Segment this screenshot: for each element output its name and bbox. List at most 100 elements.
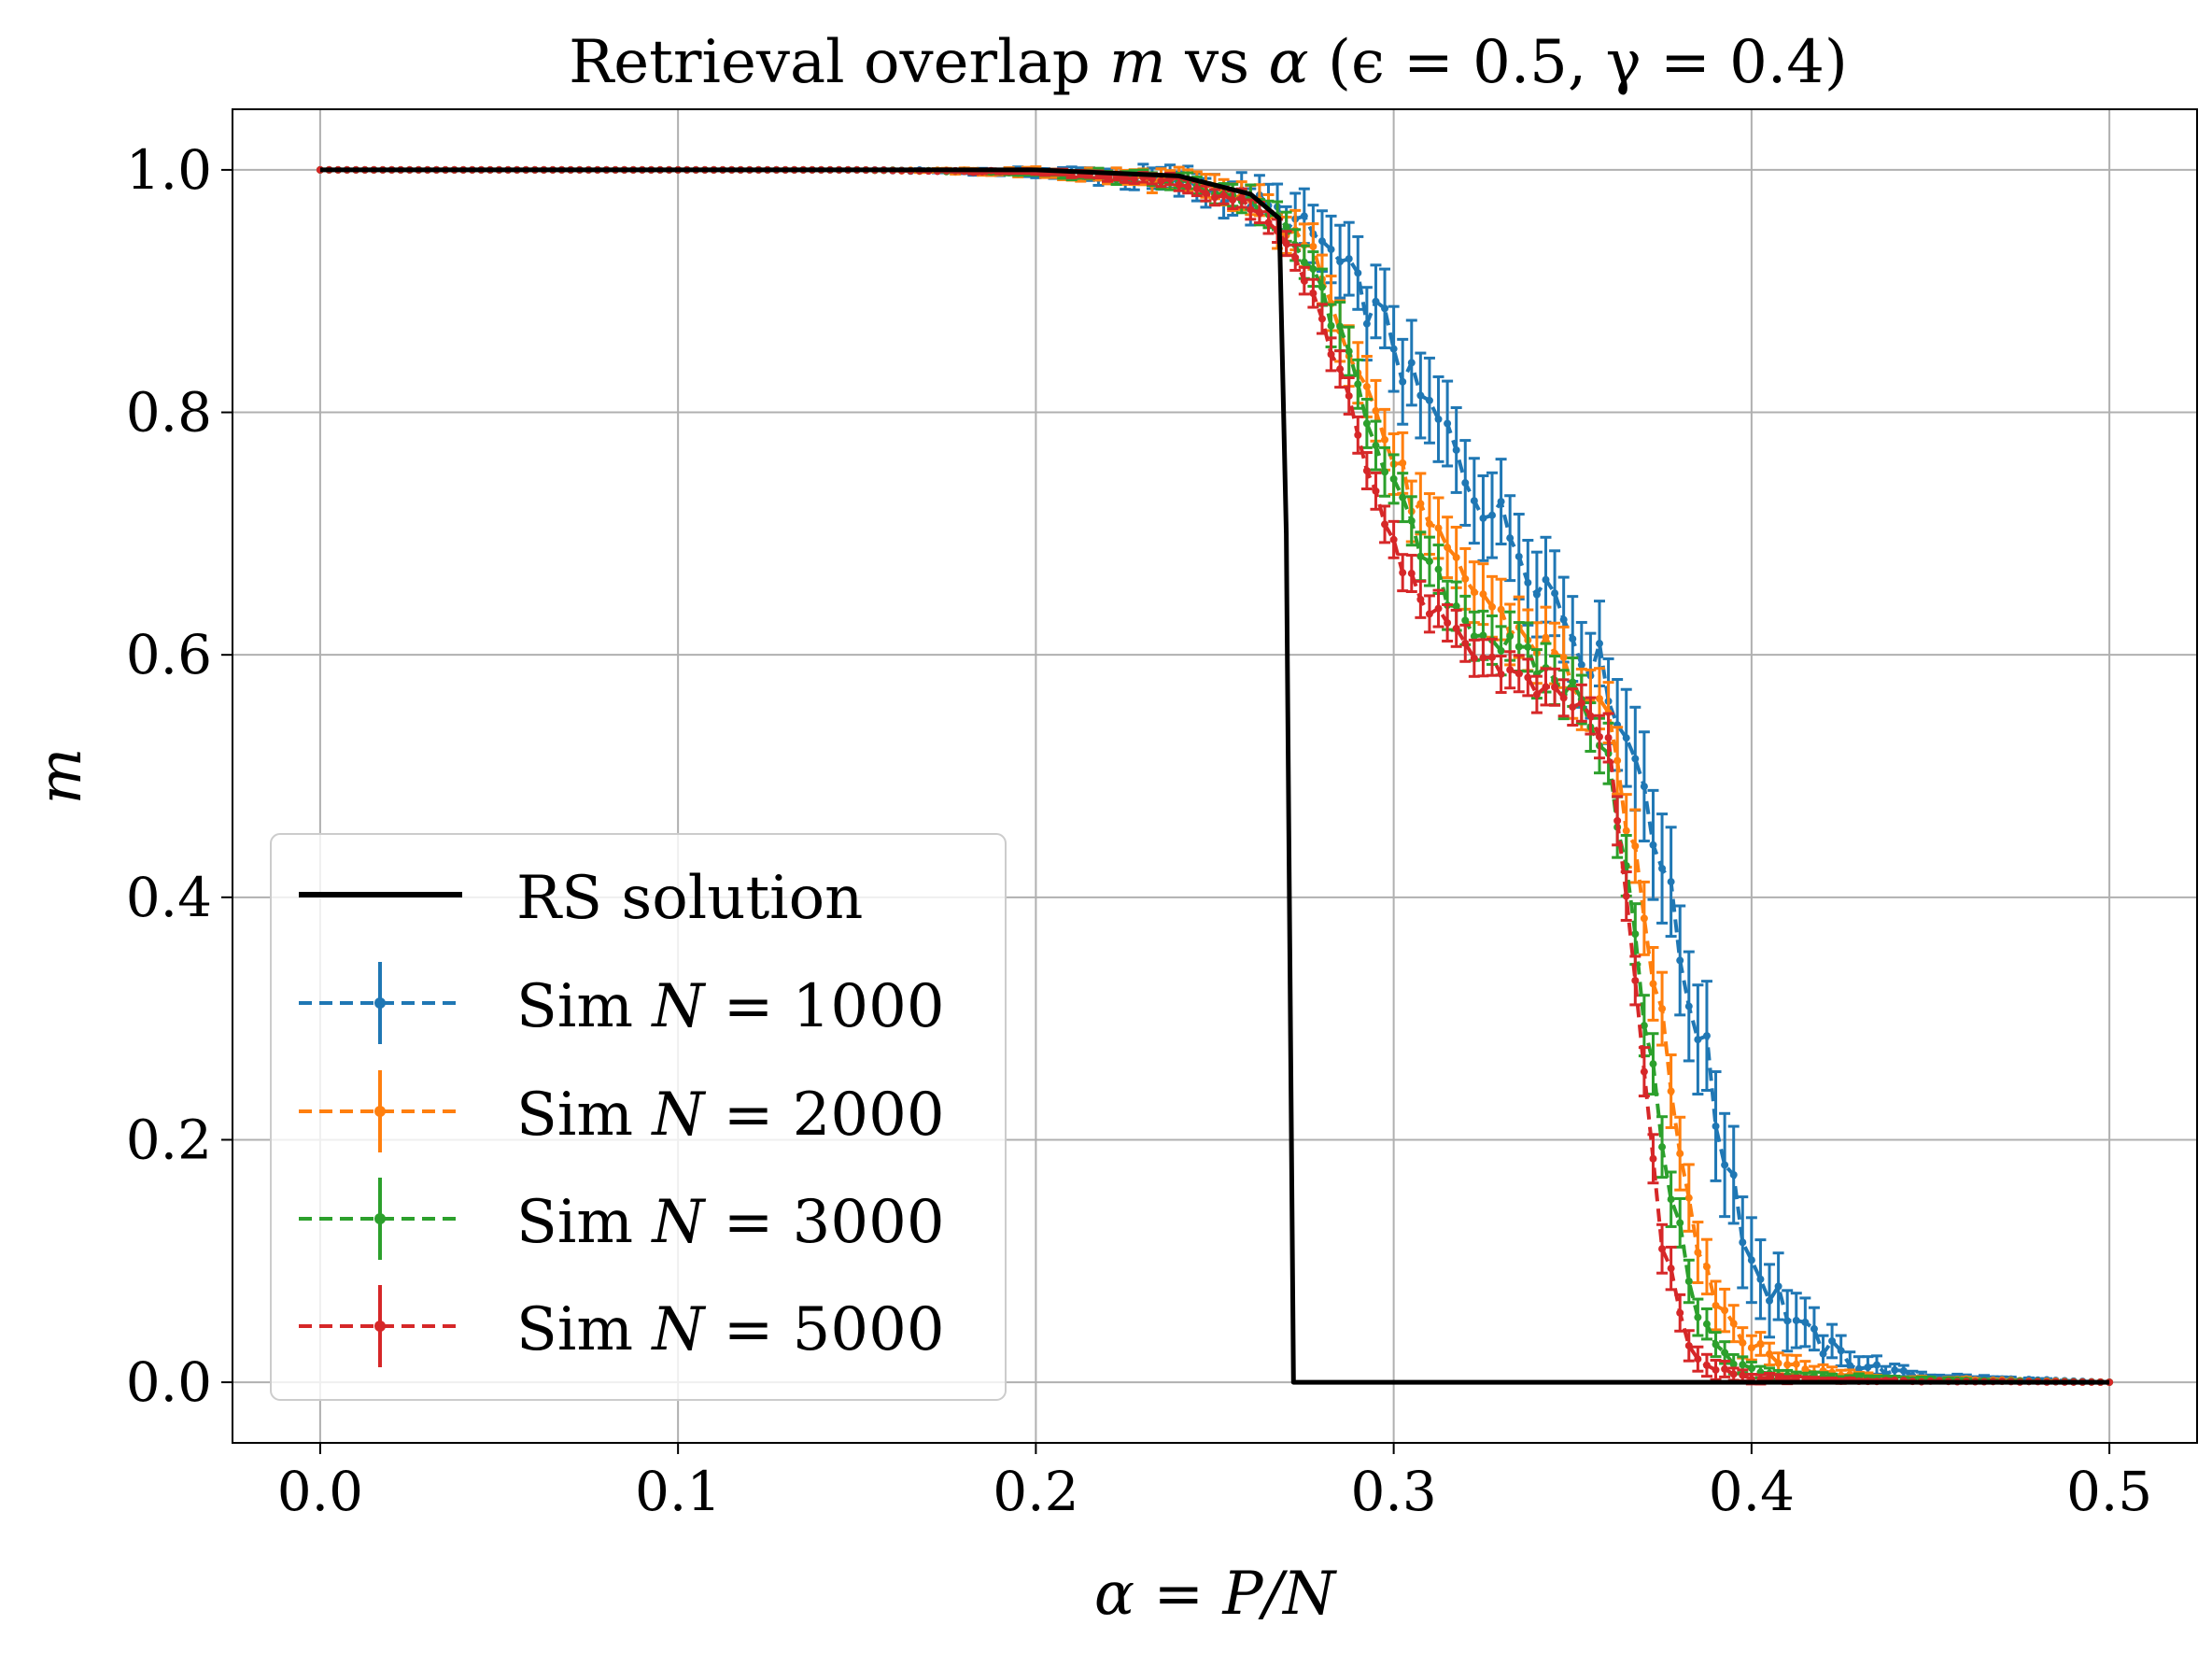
- data-point: [1175, 180, 1183, 189]
- data-point: [1729, 1360, 1738, 1368]
- data-point: [1479, 631, 1487, 640]
- ticks: 0.0 0.1 0.2 0.3 0.4 0.5 0.0 0.2 0.4 0.6 0.8 1.0: [126, 138, 2152, 1523]
- x-tick-label: 0.1: [635, 1460, 721, 1523]
- data-point: [1219, 191, 1228, 200]
- data-point: [1658, 865, 1667, 873]
- data-point: [1819, 1349, 1827, 1358]
- legend-marker-n3000: [374, 1213, 386, 1224]
- data-point: [1702, 1032, 1711, 1040]
- data-point: [1837, 1347, 1845, 1355]
- data-point: [1756, 1339, 1765, 1348]
- data-point: [1470, 497, 1478, 505]
- data-point: [1586, 712, 1595, 720]
- data-point: [1345, 391, 1353, 400]
- data-point: [1399, 569, 1407, 577]
- data-point: [1515, 670, 1523, 678]
- data-point: [1130, 175, 1138, 183]
- data-point: [1756, 1275, 1765, 1283]
- data-point: [1399, 493, 1407, 502]
- data-point: [1747, 1256, 1755, 1264]
- x-tick-label: 0.0: [277, 1460, 363, 1523]
- data-point: [1237, 194, 1246, 203]
- data-point: [1434, 415, 1443, 423]
- data-point: [1783, 1361, 1792, 1369]
- data-point: [1282, 222, 1290, 231]
- data-point: [1497, 646, 1505, 655]
- data-point: [1729, 1170, 1738, 1179]
- data-point: [1497, 670, 1505, 678]
- data-point: [1640, 1022, 1648, 1030]
- legend: RS solution Sim N = 1000 Sim N = 2000 Si…: [270, 833, 1007, 1401]
- data-point: [1497, 605, 1505, 614]
- data-point: [1434, 604, 1443, 613]
- data-point: [1551, 589, 1559, 598]
- data-point: [1864, 1363, 1872, 1372]
- data-point: [1425, 610, 1433, 618]
- data-point: [1810, 1324, 1818, 1333]
- data-point: [1631, 976, 1640, 984]
- data-point: [1192, 185, 1201, 193]
- data-point: [1747, 1344, 1755, 1352]
- data-point: [1470, 632, 1478, 641]
- data-point: [1461, 574, 1470, 583]
- data-point: [1613, 816, 1622, 825]
- data-point: [1684, 1341, 1693, 1349]
- data-point: [1631, 841, 1640, 850]
- data-point: [1345, 347, 1353, 356]
- data-point: [1416, 552, 1425, 560]
- data-point: [1559, 694, 1568, 702]
- data-point: [1354, 431, 1362, 439]
- data-point: [1255, 208, 1263, 217]
- data-point: [1721, 1307, 1729, 1315]
- y-axis-label: m: [26, 748, 95, 805]
- data-point: [1524, 643, 1532, 651]
- data-point: [1559, 615, 1568, 624]
- data-point: [1282, 239, 1290, 247]
- data-point: [1569, 635, 1577, 643]
- data-point: [1694, 1036, 1702, 1044]
- data-point: [1667, 878, 1675, 886]
- y-tick-label: 0.4: [126, 866, 212, 929]
- data-point: [1354, 380, 1362, 389]
- legend-entry-n1000: Sim N = 1000: [299, 962, 945, 1044]
- legend-label-n1000: Sim N = 1000: [516, 972, 945, 1041]
- y-tick-label: 0.2: [126, 1108, 212, 1171]
- data-point: [1801, 1365, 1810, 1374]
- legend-box: [270, 833, 1007, 1401]
- data-point: [1631, 755, 1640, 763]
- data-point: [1461, 639, 1470, 647]
- data-point: [1721, 1161, 1729, 1169]
- y-tick-label: 0.6: [126, 623, 212, 686]
- data-point: [1640, 914, 1648, 923]
- data-point: [1479, 514, 1487, 522]
- legend-entry-n3000: Sim N = 3000: [299, 1178, 945, 1260]
- data-point: [1649, 841, 1657, 849]
- legend-label-n2000: Sim N = 2000: [516, 1081, 945, 1150]
- data-point: [1801, 1318, 1810, 1326]
- data-point: [1372, 442, 1380, 450]
- data-point: [1362, 319, 1371, 328]
- data-point: [1202, 190, 1210, 198]
- data-point: [1291, 253, 1300, 261]
- data-point: [1712, 1301, 1720, 1309]
- data-point: [1407, 570, 1416, 578]
- data-point: [1425, 558, 1433, 566]
- data-point: [1327, 350, 1335, 359]
- data-point: [1595, 732, 1603, 741]
- data-point: [1622, 892, 1630, 900]
- data-point: [1452, 602, 1460, 611]
- data-point: [1470, 588, 1478, 597]
- y-tick-label: 0.8: [126, 381, 212, 445]
- data-point: [1622, 734, 1630, 742]
- legend-marker-n1000: [374, 997, 386, 1009]
- data-point: [1416, 500, 1425, 508]
- x-tick-label: 0.4: [1709, 1460, 1795, 1523]
- data-point: [1461, 616, 1470, 625]
- data-point: [1389, 474, 1398, 483]
- data-point: [1658, 1005, 1667, 1013]
- data-point: [1381, 435, 1389, 444]
- data-point: [1792, 1316, 1800, 1324]
- data-point: [1336, 365, 1345, 374]
